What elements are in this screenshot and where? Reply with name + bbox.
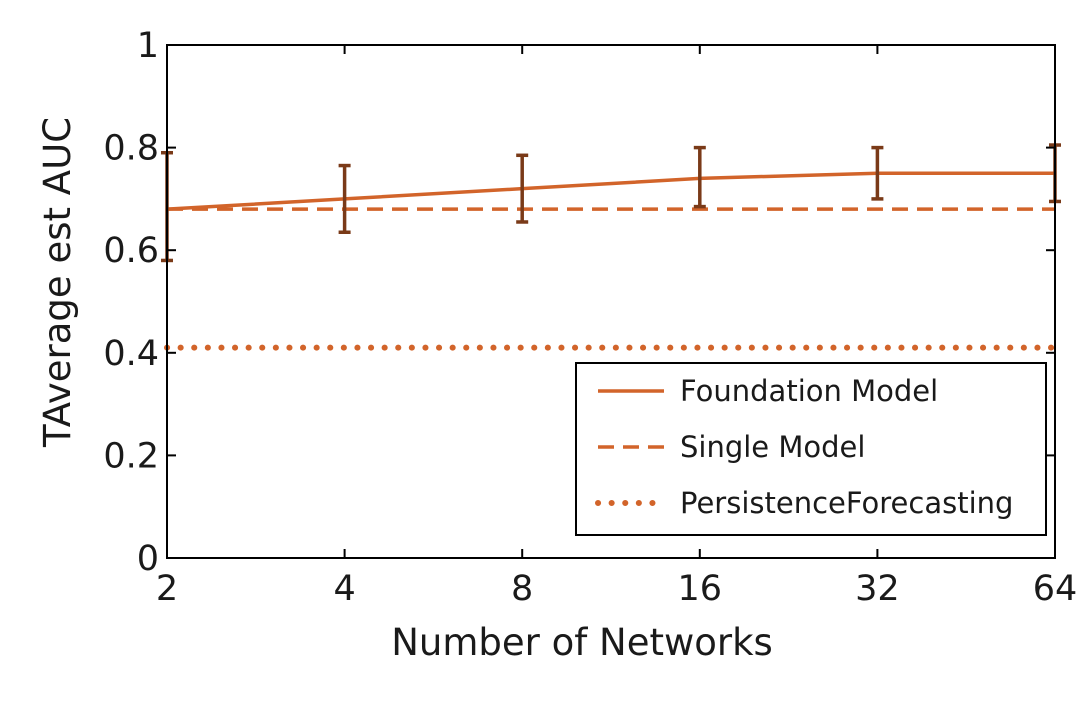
y-tick-label: 0.2 bbox=[103, 436, 159, 476]
y-tick-label: 0 bbox=[137, 539, 159, 579]
y-tick-label: 0.4 bbox=[103, 334, 159, 374]
legend-label-3: PersistenceForecasting bbox=[680, 486, 1013, 520]
y-tick-label: 0.6 bbox=[103, 231, 159, 271]
axes: 2 4 8 16 32 64 0 0.2 0.4 0.6 0.8 1 bbox=[103, 26, 1077, 609]
legend: Foundation Model Single Model PersistenceF… bbox=[575, 362, 1047, 536]
x-tick-label: 16 bbox=[678, 569, 723, 609]
plot-frame bbox=[166, 44, 1056, 559]
y-axis-label: TAverage est AUC bbox=[36, 117, 79, 448]
y-tick-label: 0.8 bbox=[103, 129, 159, 169]
error-bar bbox=[516, 153, 529, 224]
series-line-1 bbox=[166, 171, 1055, 211]
error-bar bbox=[871, 145, 884, 201]
x-axis-label: Number of Networks bbox=[391, 621, 773, 664]
x-tick-label: 2 bbox=[156, 569, 178, 609]
x-tick-label: 8 bbox=[511, 569, 533, 609]
legend-label-1: Foundation Model bbox=[680, 374, 938, 408]
x-tick-label: 4 bbox=[333, 569, 355, 609]
error-bar bbox=[338, 163, 351, 234]
y-tick-label: 1 bbox=[137, 26, 159, 66]
error-bar bbox=[693, 145, 706, 209]
legend-label-2: Single Model bbox=[680, 430, 865, 464]
x-tick-label: 32 bbox=[855, 569, 900, 609]
x-tick-label: 64 bbox=[1033, 569, 1078, 609]
plot-area bbox=[161, 143, 1061, 351]
